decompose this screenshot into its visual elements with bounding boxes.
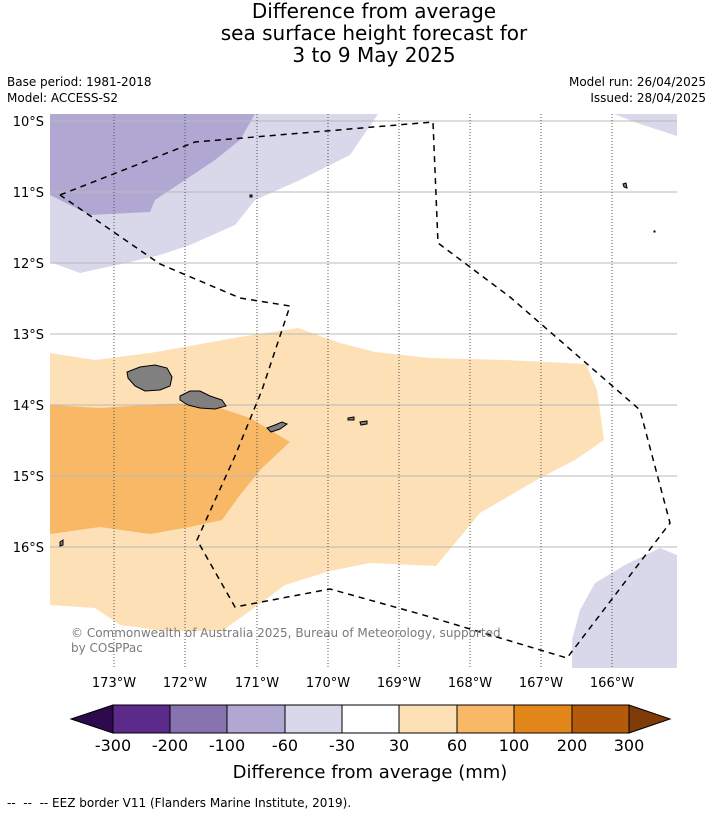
model-run: Model run: 26/04/2025 [568,75,706,89]
map-area [50,114,677,668]
savaii-island [126,364,173,392]
anomaly-pos-60-100 [50,403,290,534]
colorbar: -300 -200 -100 -60 -30 30 60 100 200 300… [69,704,672,783]
small-islet-2 [59,539,64,547]
tutuila-island [266,421,289,433]
lon-label: 171°W [235,676,279,691]
colorbar-tick: -200 [152,736,188,755]
upolu-island [179,390,227,410]
copyright-notice: © Commonwealth of Australia 2025, Bureau… [71,626,501,655]
manua-islands [347,416,368,426]
colorbar-bin [112,704,171,734]
lat-label: 12°S [13,257,44,272]
lon-label: 168°W [448,676,492,691]
lat-label: 14°S [13,399,44,414]
title-line-3: 3 to 9 May 2025 [292,43,456,67]
colorbar-tick: 60 [447,736,467,755]
colorbar-title: Difference from average (mm) [233,762,508,783]
colorbar-arrow-low [69,704,114,734]
issued-date: Issued: 28/04/2025 [590,91,706,105]
colorbar-bin [226,704,286,734]
colorbar-bin [398,704,458,734]
meta-left: Base period: 1981-2018 Model: ACCESS-S2 [7,74,152,106]
colorbar-tick: 100 [499,736,530,755]
eez-border [59,121,671,659]
lat-label: 11°S [13,186,44,201]
colorbar-bin [284,704,343,734]
colorbar-tick: -60 [272,736,298,755]
lat-label: 15°S [13,470,44,485]
colorbar-tick: 300 [614,736,645,755]
colorbar-bin [456,704,515,734]
title-line-2: sea surface height forecast for [220,21,528,45]
eez-legend-note: -- -- -- EEZ border V11 (Flanders Marine… [7,796,352,810]
colorbar-bin [513,704,573,734]
colorbar-tick: 30 [389,736,409,755]
model-name: Model: ACCESS-S2 [7,91,119,105]
lat-label: 16°S [13,541,44,556]
longitude-labels: 173°W 172°W 171°W 170°W 169°W 168°W 167°… [92,676,634,691]
chart-title: Difference from average sea surface heig… [0,0,713,66]
lon-label: 166°W [590,676,634,691]
small-islet-1 [653,230,656,233]
anomaly-neg-30-60-northeast [614,114,677,136]
anomaly-neg-30-60-southeast [572,548,677,668]
meta-right: Model run: 26/04/2025 Issued: 28/04/2025 [569,74,706,106]
base-period: Base period: 1981-2018 [7,75,152,89]
lon-label: 170°W [306,676,350,691]
lat-label: 10°S [13,115,44,130]
colorbar-tick: -100 [209,736,245,755]
colorbar-arrow-high [628,704,672,734]
colorbar-bin [169,704,228,734]
swains-island [249,194,253,198]
meridians [113,114,613,668]
colorbar-bin [341,704,400,734]
gridlines [50,120,677,548]
lon-label: 173°W [92,676,136,691]
lat-label: 13°S [13,328,44,343]
colorbar-tick: 200 [557,736,588,755]
lon-label: 172°W [163,676,207,691]
colorbar-tick: -300 [95,736,131,755]
land-masses [59,182,656,547]
latitude-labels: 10°S 11°S 12°S 13°S 14°S 15°S 16°S [13,115,44,556]
colorbar-tick: -30 [329,736,355,755]
tokelau-atoll [622,182,628,189]
anomaly-neg-60-100-north [50,114,255,215]
lon-label: 167°W [519,676,563,691]
title-line-1: Difference from average [251,0,497,23]
lon-label: 169°W [377,676,421,691]
colorbar-bin [571,704,630,734]
